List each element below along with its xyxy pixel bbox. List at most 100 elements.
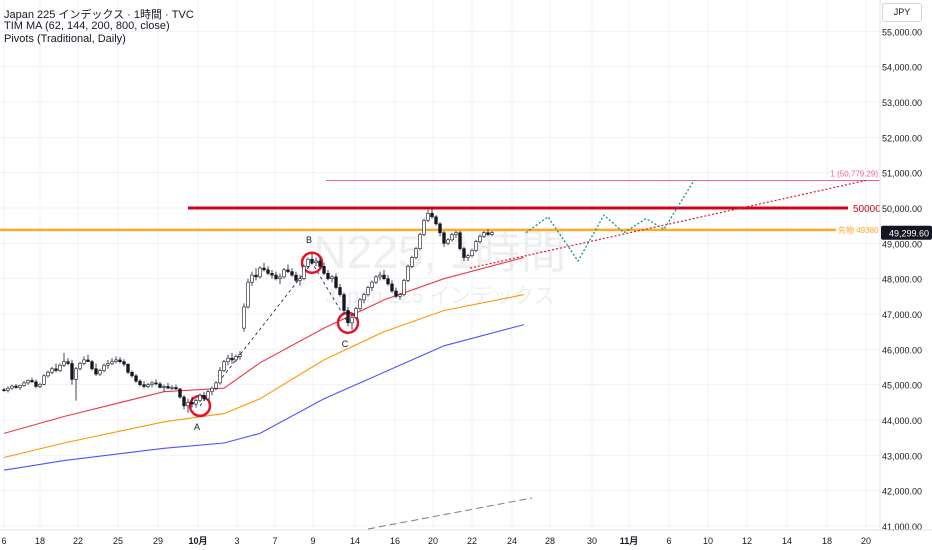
abc-label-c: C xyxy=(342,339,349,349)
candle-body xyxy=(70,363,74,380)
candle-body xyxy=(102,364,106,371)
candle-body xyxy=(202,394,206,400)
candle-body xyxy=(2,389,6,391)
candle-body xyxy=(466,255,470,258)
candle-body xyxy=(42,375,46,385)
candle-body xyxy=(234,356,238,361)
pivot-levels: 50000 先物 49380 1 (50,779.29) xyxy=(0,169,881,235)
candle-body xyxy=(246,281,250,308)
x-tick-label: 25 xyxy=(113,536,123,546)
long-trendline xyxy=(367,497,533,530)
abc-circle-b xyxy=(300,251,324,275)
candle-body xyxy=(330,276,334,279)
candle-body xyxy=(14,385,18,388)
candle-body xyxy=(430,213,434,218)
candle-body xyxy=(386,278,390,285)
x-tick-label: 20 xyxy=(428,536,438,546)
pivot-1-label: 1 (50,779.29) xyxy=(830,169,878,178)
candle-body xyxy=(34,381,38,387)
candle-body xyxy=(458,232,462,249)
candle-body xyxy=(214,382,218,389)
candle-body xyxy=(170,387,174,389)
candle-body xyxy=(62,361,66,366)
watermark-description: Japan 225 インデックス xyxy=(325,285,554,308)
candle-body xyxy=(226,357,230,362)
candle-body xyxy=(486,232,490,235)
candle-body xyxy=(190,402,194,405)
x-tick-label: 30 xyxy=(587,536,597,546)
x-tick-label: 18 xyxy=(35,536,45,546)
candle-body xyxy=(318,260,322,267)
candle-body xyxy=(366,287,370,295)
level-futures-label: 先物 49380 xyxy=(838,225,879,235)
candle-body xyxy=(66,361,70,364)
candle-body xyxy=(114,359,118,362)
candle-body xyxy=(266,269,270,274)
candle-body xyxy=(390,283,394,292)
candle-body xyxy=(22,382,26,386)
candle-body xyxy=(30,380,34,383)
y-tick-label: 43,000.00 xyxy=(882,451,922,461)
candle-body xyxy=(94,368,98,375)
x-tick-label: 18 xyxy=(822,536,832,546)
ma-line xyxy=(3,256,525,434)
candle-body xyxy=(270,273,274,276)
candle-body xyxy=(474,241,478,251)
candle-body xyxy=(18,385,22,388)
x-tick-label: 10 xyxy=(703,536,713,546)
candle-body xyxy=(370,281,374,288)
x-tick-label: 24 xyxy=(507,536,517,546)
candle-body xyxy=(58,364,62,371)
candle-body xyxy=(162,386,166,388)
candle-body xyxy=(406,265,410,281)
candle-body xyxy=(294,274,298,281)
candle-body xyxy=(290,271,294,276)
candle-body xyxy=(398,294,402,297)
y-tick-label: 44,000.00 xyxy=(882,416,922,426)
moving-averages xyxy=(3,256,525,471)
candle-body xyxy=(230,357,234,361)
last-price-badge xyxy=(881,225,932,240)
y-tick-label: 47,000.00 xyxy=(882,310,922,320)
candle-body xyxy=(134,375,138,382)
candle-body xyxy=(410,257,414,267)
pivots-indicator-label[interactable]: Pivots (Traditional, Daily) xyxy=(4,33,126,45)
candle-body xyxy=(54,368,58,371)
currency-label[interactable]: JPY xyxy=(882,3,922,22)
candle-body xyxy=(438,223,442,234)
candle-body xyxy=(446,239,450,244)
x-tick-label: 3 xyxy=(234,536,239,546)
candle-body xyxy=(258,267,262,278)
y-tick-label: 55,000.00 xyxy=(882,27,922,37)
y-tick-label: 54,000.00 xyxy=(882,63,922,73)
candle-body xyxy=(194,400,198,405)
candle-body xyxy=(238,354,242,357)
candle-body xyxy=(454,232,458,235)
candle-body xyxy=(122,361,126,365)
candle-body xyxy=(278,276,282,279)
projection xyxy=(525,180,695,263)
candle-body xyxy=(490,232,494,235)
candle-body xyxy=(442,232,446,244)
candle-body xyxy=(326,273,330,279)
x-tick-label: 6 xyxy=(1,536,6,546)
candle-body xyxy=(374,276,378,283)
candle-body xyxy=(274,274,278,279)
candle-body xyxy=(166,386,170,389)
y-tick-label: 51,000.00 xyxy=(882,169,922,179)
candle-body xyxy=(154,382,158,385)
candle-body xyxy=(450,234,454,241)
candles xyxy=(2,208,494,413)
candle-body xyxy=(146,384,150,387)
candle-body xyxy=(394,290,398,297)
candle-body xyxy=(118,359,122,362)
candle-body xyxy=(38,384,42,387)
ma-line xyxy=(3,294,525,459)
candle-body xyxy=(90,361,94,370)
candle-body xyxy=(414,248,418,258)
ma-indicator-label[interactable]: TIM MA (62, 144, 200, 800, close) xyxy=(4,20,170,32)
candle-body xyxy=(434,216,438,225)
